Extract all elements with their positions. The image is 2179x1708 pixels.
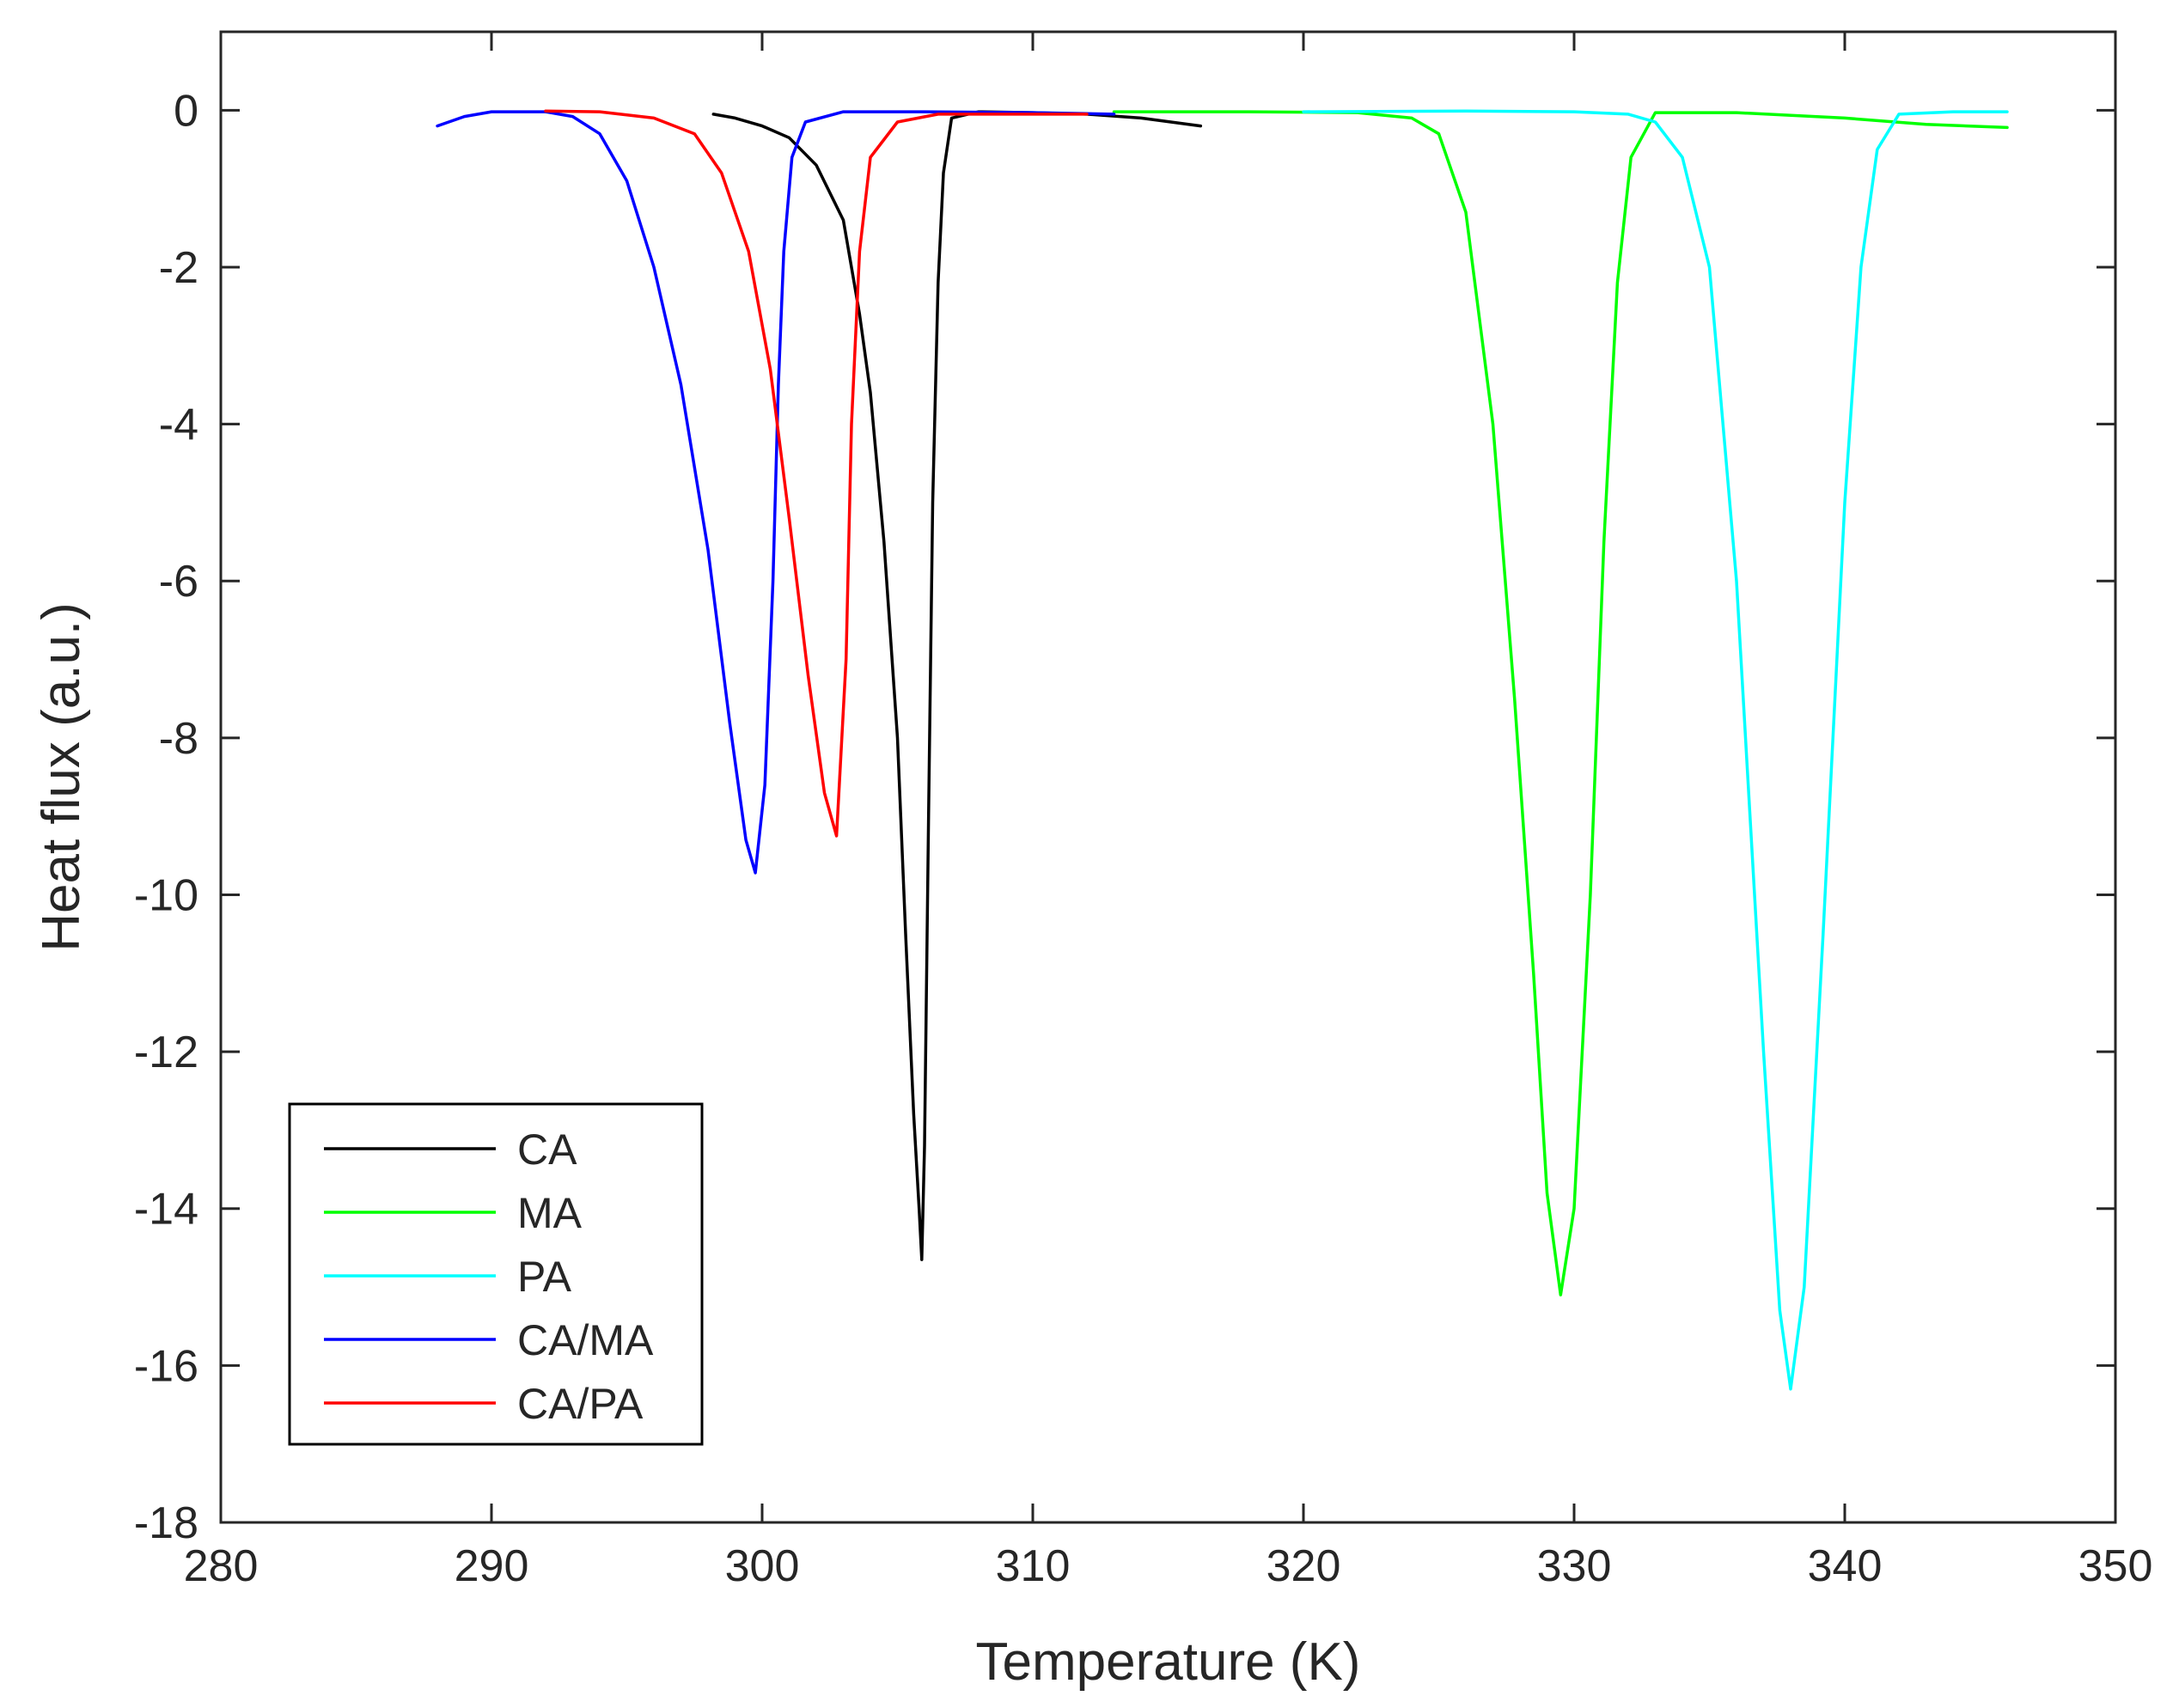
series-line-ca-pa xyxy=(544,109,1089,838)
x-tick-label: 290 xyxy=(455,1541,529,1591)
x-tick-label: 320 xyxy=(1267,1541,1341,1591)
series-layer xyxy=(436,109,2009,1391)
legend-box xyxy=(288,1102,704,1446)
series-line-ma xyxy=(1112,110,2009,1296)
y-tick-label: -16 xyxy=(134,1341,198,1391)
legend-label: CA xyxy=(517,1125,577,1174)
x-tick-label: 280 xyxy=(184,1541,259,1591)
series-line-ca-ma xyxy=(436,110,1116,875)
legend-label: PA xyxy=(517,1253,572,1301)
y-axis-title: Heat flux (a.u.) xyxy=(32,602,91,952)
y-tick-label: -4 xyxy=(159,400,198,450)
x-axis-title: Temperature (K) xyxy=(976,1632,1361,1692)
y-tick-label: -6 xyxy=(159,557,198,607)
x-tick-label: 340 xyxy=(1808,1541,1883,1591)
x-tick-label: 300 xyxy=(725,1541,800,1591)
y-tick-label: -14 xyxy=(134,1185,198,1235)
legend-label: MA xyxy=(517,1189,583,1237)
y-tick-label: -2 xyxy=(159,243,198,293)
legend-label: CA/PA xyxy=(517,1380,644,1428)
x-tick-label: 310 xyxy=(996,1541,1071,1591)
x-tick-label: 350 xyxy=(2078,1541,2153,1591)
ticks-layer: 280 290 300 310 320 330 340 350 0 -2 -4 -6 -8 -10 -12 -… xyxy=(134,32,2153,1591)
y-tick-label: -10 xyxy=(134,870,198,920)
series-line-pa xyxy=(1302,109,2009,1391)
legend: CA MA PA CA/MA CA/PA xyxy=(288,1102,704,1446)
y-tick-label: -18 xyxy=(134,1498,198,1548)
plot-frame xyxy=(219,30,2117,1524)
y-tick-label: -8 xyxy=(159,714,198,764)
legend-label: CA/MA xyxy=(517,1316,654,1364)
y-tick-label: -12 xyxy=(134,1028,198,1077)
y-tick-label: 0 xyxy=(174,86,198,136)
x-tick-label: 330 xyxy=(1537,1541,1612,1591)
